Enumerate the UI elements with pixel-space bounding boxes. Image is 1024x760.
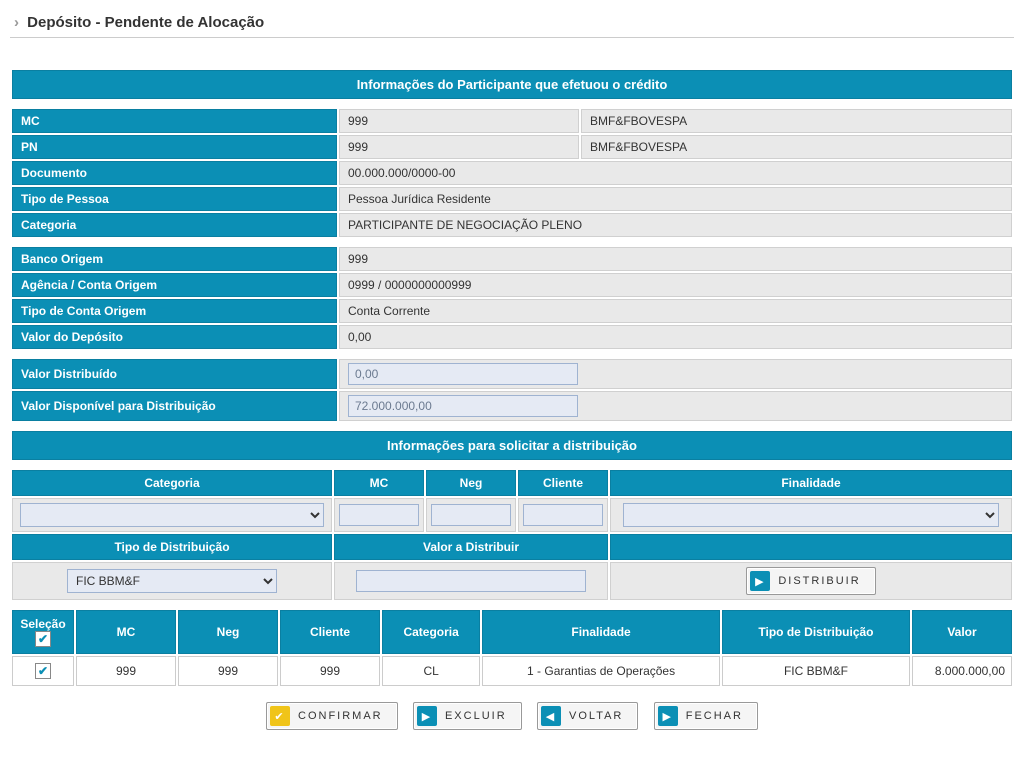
valor-deposito-label: Valor do Depósito xyxy=(12,325,337,349)
categoria-select[interactable] xyxy=(20,503,324,527)
page-title: › Depósito - Pendente de Alocação xyxy=(10,10,1014,38)
play-icon: ▶ xyxy=(658,706,678,726)
chevron-right-icon: › xyxy=(14,14,19,31)
row-categoria: CL xyxy=(382,656,480,686)
distribution-section-header: Informações para solicitar a distribuiçã… xyxy=(12,431,1012,460)
neg-input[interactable] xyxy=(431,504,511,526)
banco-origem-label: Banco Origem xyxy=(12,247,337,271)
valor-deposito-value: 0,00 xyxy=(339,325,1012,349)
valor-disponivel-input xyxy=(348,395,578,417)
excluir-button[interactable]: ▶ EXCLUIR xyxy=(413,702,522,730)
pn-label: PN xyxy=(12,135,337,159)
play-icon: ▶ xyxy=(750,571,770,591)
voltar-button[interactable]: ◀ VOLTAR xyxy=(537,702,638,730)
confirmar-button[interactable]: ✔ CONFIRMAR xyxy=(266,702,398,730)
categoria-value: PARTICIPANTE DE NEGOCIAÇÃO PLENO xyxy=(339,213,1012,237)
row-cliente: 999 xyxy=(280,656,380,686)
grid-header-categoria: Categoria xyxy=(382,610,480,654)
mc-label: MC xyxy=(12,109,337,133)
tipo-distribuicao-select[interactable]: FIC BBM&F xyxy=(67,569,277,593)
mc-code: 999 xyxy=(339,109,579,133)
mc-input[interactable] xyxy=(339,504,419,526)
dist-header-blank xyxy=(610,534,1012,560)
select-all-checkbox[interactable]: ✔ xyxy=(35,631,51,647)
tipo-pessoa-label: Tipo de Pessoa xyxy=(12,187,337,211)
tipo-conta-label: Tipo de Conta Origem xyxy=(12,299,337,323)
grid-header-cliente: Cliente xyxy=(280,610,380,654)
grid-header-tipo: Tipo de Distribuição xyxy=(722,610,910,654)
grid-header-selecao: Seleção xyxy=(17,617,69,631)
back-icon: ◀ xyxy=(541,706,561,726)
dist-header-valor: Valor a Distribuir xyxy=(334,534,608,560)
mc-name: BMF&FBOVESPA xyxy=(581,109,1012,133)
page-title-text: Depósito - Pendente de Alocação xyxy=(27,14,264,31)
valor-distribuido-input xyxy=(348,363,578,385)
valor-disponivel-label: Valor Disponível para Distribuição xyxy=(12,391,337,421)
cliente-input[interactable] xyxy=(523,504,603,526)
fechar-label: FECHAR xyxy=(686,710,743,722)
dist-header-mc: MC xyxy=(334,470,424,496)
distribution-request-table: Informações para solicitar a distribuiçã… xyxy=(10,429,1014,602)
pn-name: BMF&FBOVESPA xyxy=(581,135,1012,159)
pn-code: 999 xyxy=(339,135,579,159)
row-neg: 999 xyxy=(178,656,278,686)
distribuir-button[interactable]: ▶ DISTRIBUIR xyxy=(746,567,875,595)
tipo-conta-value: Conta Corrente xyxy=(339,299,1012,323)
participant-section-header: Informações do Participante que efetuou … xyxy=(12,70,1012,99)
tipo-pessoa-value: Pessoa Jurídica Residente xyxy=(339,187,1012,211)
grid-header-neg: Neg xyxy=(178,610,278,654)
excluir-label: EXCLUIR xyxy=(445,710,507,722)
agencia-conta-value: 0999 / 0000000000999 xyxy=(339,273,1012,297)
grid-row: ✔ 999 999 999 CL 1 - Garantias de Operaç… xyxy=(12,656,1012,686)
row-mc: 999 xyxy=(76,656,176,686)
row-valor: 8.000.000,00 xyxy=(912,656,1012,686)
dist-header-cliente: Cliente xyxy=(518,470,608,496)
fechar-button[interactable]: ▶ FECHAR xyxy=(654,702,758,730)
documento-value: 00.000.000/0000-00 xyxy=(339,161,1012,185)
confirmar-label: CONFIRMAR xyxy=(298,710,383,722)
grid-header-finalidade: Finalidade xyxy=(482,610,720,654)
grid-header-valor: Valor xyxy=(912,610,1012,654)
participant-info-table: Informações do Participante que efetuou … xyxy=(10,68,1014,423)
dist-header-neg: Neg xyxy=(426,470,516,496)
categoria-label: Categoria xyxy=(12,213,337,237)
distribuir-button-label: DISTRIBUIR xyxy=(778,575,860,587)
row-tipo: FIC BBM&F xyxy=(722,656,910,686)
dist-header-categoria: Categoria xyxy=(12,470,332,496)
distribution-grid: Seleção ✔ MC Neg Cliente Categoria Final… xyxy=(10,608,1014,688)
check-icon: ✔ xyxy=(270,706,290,726)
row-checkbox[interactable]: ✔ xyxy=(35,663,51,679)
agencia-conta-label: Agência / Conta Origem xyxy=(12,273,337,297)
grid-header-mc: MC xyxy=(76,610,176,654)
finalidade-select[interactable] xyxy=(623,503,999,527)
documento-label: Documento xyxy=(12,161,337,185)
valor-a-distribuir-input[interactable] xyxy=(356,570,586,592)
dist-header-finalidade: Finalidade xyxy=(610,470,1012,496)
play-icon: ▶ xyxy=(417,706,437,726)
dist-header-tipo: Tipo de Distribuição xyxy=(12,534,332,560)
voltar-label: VOLTAR xyxy=(569,710,623,722)
valor-distribuido-label: Valor Distribuído xyxy=(12,359,337,389)
action-bar: ✔ CONFIRMAR ▶ EXCLUIR ◀ VOLTAR ▶ FECHAR xyxy=(10,702,1014,730)
row-finalidade: 1 - Garantias de Operações xyxy=(482,656,720,686)
banco-origem-value: 999 xyxy=(339,247,1012,271)
